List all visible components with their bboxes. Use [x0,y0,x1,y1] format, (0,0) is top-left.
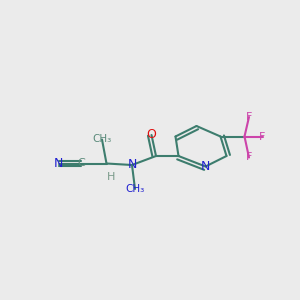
Text: F: F [259,131,266,142]
Text: N: N [201,160,210,173]
Text: N: N [54,157,63,170]
Text: N: N [127,158,137,172]
Text: C: C [77,158,85,169]
Text: F: F [246,112,252,122]
Text: CH₃: CH₃ [92,134,112,145]
Text: O: O [147,128,156,142]
Text: H: H [107,172,115,182]
Text: CH₃: CH₃ [125,184,145,194]
Text: F: F [246,152,252,163]
